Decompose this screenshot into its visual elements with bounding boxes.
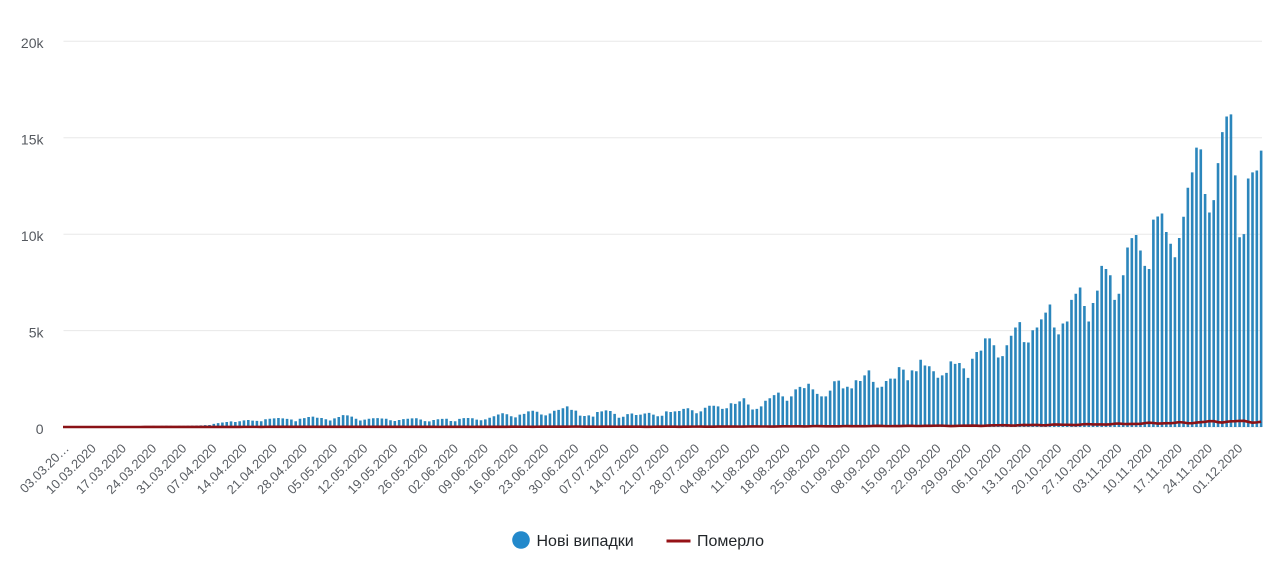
svg-text:20k: 20k bbox=[21, 35, 45, 51]
svg-text:15k: 15k bbox=[21, 132, 45, 148]
svg-text:Нові випадки: Нові випадки bbox=[537, 533, 634, 550]
svg-text:0: 0 bbox=[36, 421, 44, 437]
svg-text:5k: 5k bbox=[29, 324, 45, 340]
svg-text:Померло: Померло bbox=[697, 533, 764, 550]
svg-text:10k: 10k bbox=[21, 228, 45, 244]
